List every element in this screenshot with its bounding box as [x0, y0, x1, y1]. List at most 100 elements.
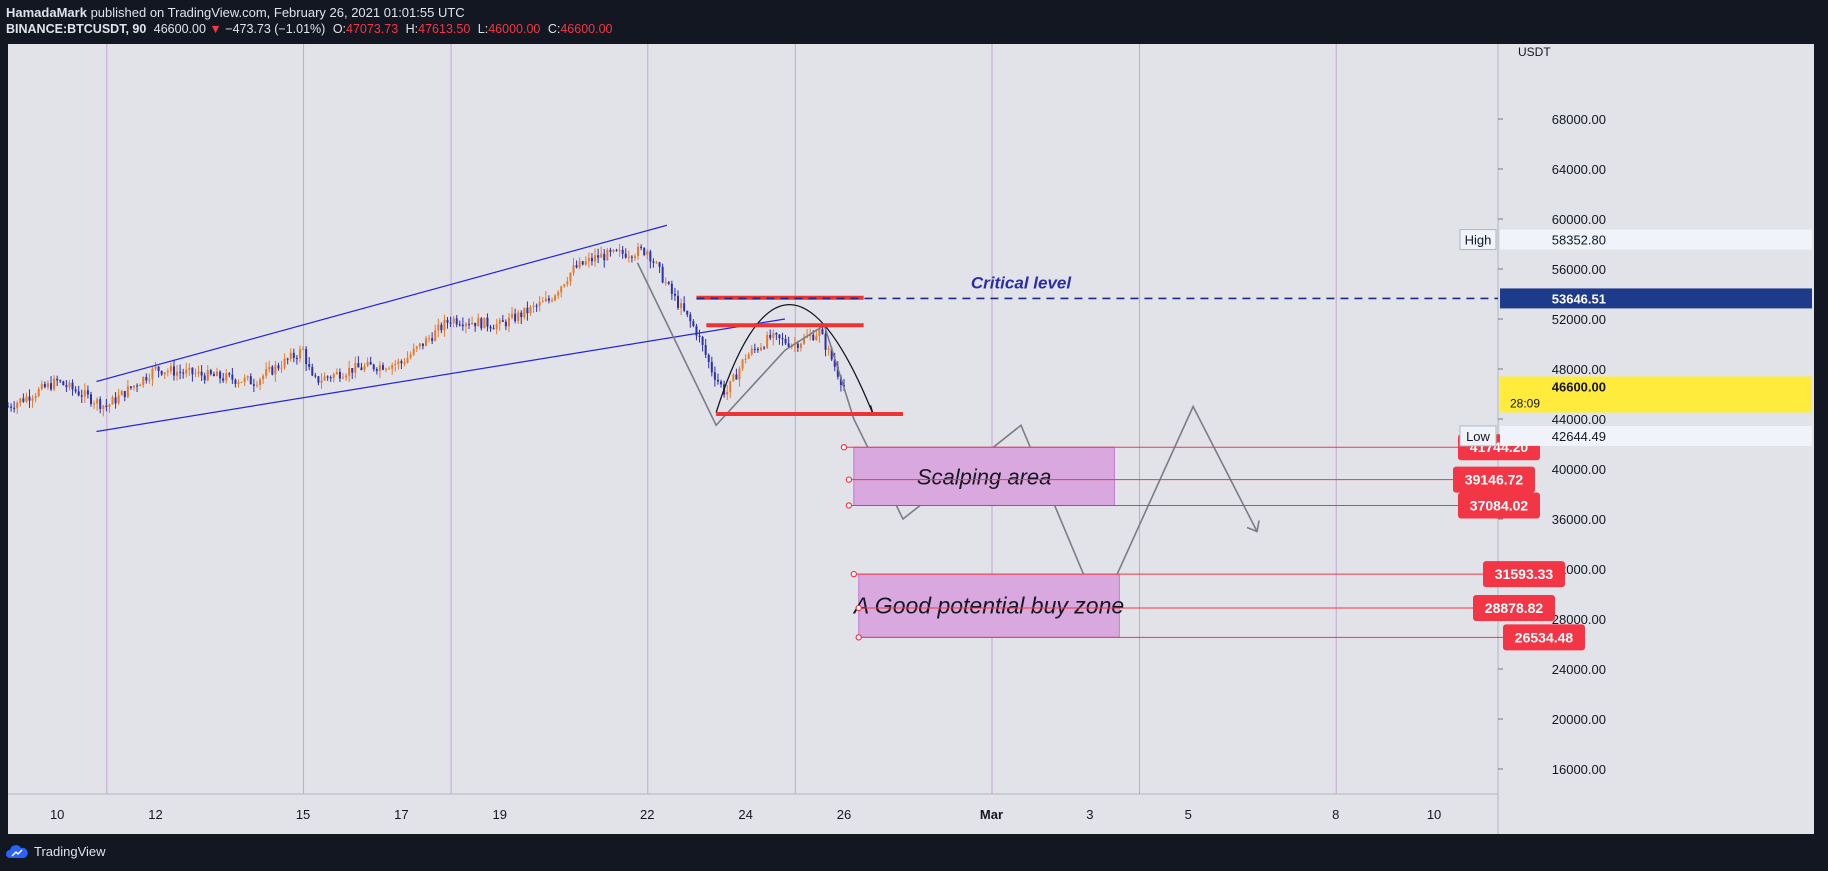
- price-tick-label: 48000.00: [1552, 362, 1606, 377]
- zone-anchor-dot: [845, 502, 853, 509]
- candle-body: [827, 348, 830, 350]
- candle-body: [409, 354, 412, 358]
- candle-body: [120, 391, 123, 396]
- arc-curve: [715, 303, 875, 416]
- candle-body: [597, 255, 600, 258]
- candle-body: [766, 334, 769, 348]
- candle-body: [68, 382, 71, 388]
- candle-body: [446, 319, 449, 323]
- low-value: 46000.00: [488, 22, 541, 36]
- candle-body: [381, 365, 384, 370]
- candle-body: [348, 368, 351, 376]
- candle-body: [46, 383, 49, 388]
- zone-price-label: 28878.82: [1485, 600, 1544, 616]
- candle-body: [123, 391, 126, 398]
- date-tick-label: 3: [1086, 807, 1093, 822]
- date-tick-label: 12: [148, 807, 162, 822]
- candle-body: [34, 395, 37, 399]
- candle-body: [222, 378, 225, 381]
- candle-body: [375, 369, 378, 371]
- candle-body: [698, 335, 701, 337]
- date-tick-label: Mar: [980, 807, 1003, 822]
- candle-body: [397, 361, 400, 364]
- last-price: 46600.00: [153, 22, 206, 36]
- zone-price-label: 37084.02: [1470, 497, 1529, 513]
- candle-body: [799, 343, 802, 348]
- candle-body: [480, 318, 483, 329]
- candle-body: [160, 370, 163, 375]
- zone-price-badge: [1453, 466, 1535, 493]
- candle-body: [541, 301, 544, 303]
- low-value: 42644.49: [1552, 429, 1606, 444]
- candle-body: [578, 261, 581, 268]
- candle-body: [53, 378, 56, 390]
- candle-body: [547, 298, 550, 301]
- published-text: published on TradingView.com, February 2…: [90, 5, 465, 20]
- candle-body: [704, 344, 707, 355]
- candle-body: [815, 335, 818, 340]
- candle-body: [400, 361, 403, 364]
- candle-body: [206, 370, 209, 381]
- candle-body: [809, 334, 812, 337]
- candle-body: [735, 374, 738, 380]
- high-tag-text: High: [1465, 233, 1492, 248]
- candle-body: [43, 383, 46, 388]
- candle-body: [237, 382, 240, 384]
- candle-body: [437, 324, 440, 331]
- candle-body: [667, 282, 670, 284]
- zone-anchor-dot: [840, 443, 848, 451]
- candle-body: [133, 385, 136, 388]
- candle-body: [424, 338, 427, 347]
- footer-bar: TradingView: [0, 834, 1828, 871]
- candle-body: [292, 352, 295, 358]
- zone-anchor-dot: [855, 634, 862, 641]
- candle-body: [13, 407, 16, 409]
- time-axis-background: [8, 794, 1498, 834]
- candle-body: [784, 338, 787, 344]
- candle-body: [194, 373, 197, 375]
- candle-body: [741, 359, 744, 369]
- candle-body: [93, 403, 96, 405]
- symbol-label[interactable]: BINANCE:BTCUSDT, 90: [6, 22, 147, 36]
- high-value: 47613.50: [418, 22, 471, 36]
- author-name[interactable]: HamadaMark: [6, 5, 87, 20]
- candle-body: [514, 313, 517, 322]
- candle-body: [96, 399, 99, 404]
- candle-body: [796, 343, 799, 348]
- zone-anchor-dot: [845, 476, 853, 483]
- candle-body: [74, 389, 77, 392]
- candle-body: [550, 300, 553, 302]
- candle-body: [197, 371, 200, 374]
- date-tick-label: 24: [738, 807, 752, 822]
- candle-body: [772, 333, 775, 339]
- candle-body: [139, 384, 142, 387]
- candle-body: [498, 320, 501, 325]
- publish-info: HamadaMark published on TradingView.com,…: [6, 5, 465, 20]
- candle-body: [787, 343, 790, 347]
- low-tag-text: Low: [1466, 429, 1490, 444]
- candle-body: [418, 343, 421, 347]
- buy-zone: [858, 573, 1120, 638]
- candle-body: [28, 396, 31, 401]
- candle-body: [280, 367, 283, 369]
- chart-area[interactable]: 68000.00 64000.00 60000.00 56000.00 52000.00…: [8, 44, 1814, 834]
- candle-body: [633, 256, 636, 258]
- candle-body: [415, 346, 418, 349]
- price-tick-label: 40000.00: [1552, 462, 1606, 477]
- date-tick-label: 19: [493, 807, 507, 822]
- candle-body: [750, 348, 753, 355]
- candle-body: [219, 371, 222, 379]
- price-chart-svg[interactable]: 68000.00 64000.00 60000.00 56000.00 52000.00…: [8, 44, 1814, 834]
- candle-body: [670, 283, 673, 294]
- candle-body: [117, 395, 120, 404]
- candle-body: [658, 262, 661, 267]
- candle-body: [102, 405, 105, 409]
- candle-body: [529, 306, 532, 314]
- candle-body: [535, 305, 538, 307]
- candle-body: [618, 249, 621, 251]
- candle-body: [182, 372, 185, 374]
- candle-body: [581, 261, 584, 265]
- candle-body: [215, 371, 218, 377]
- zone-price-badge: [1458, 492, 1540, 519]
- tradingview-logo[interactable]: TradingView: [6, 844, 106, 859]
